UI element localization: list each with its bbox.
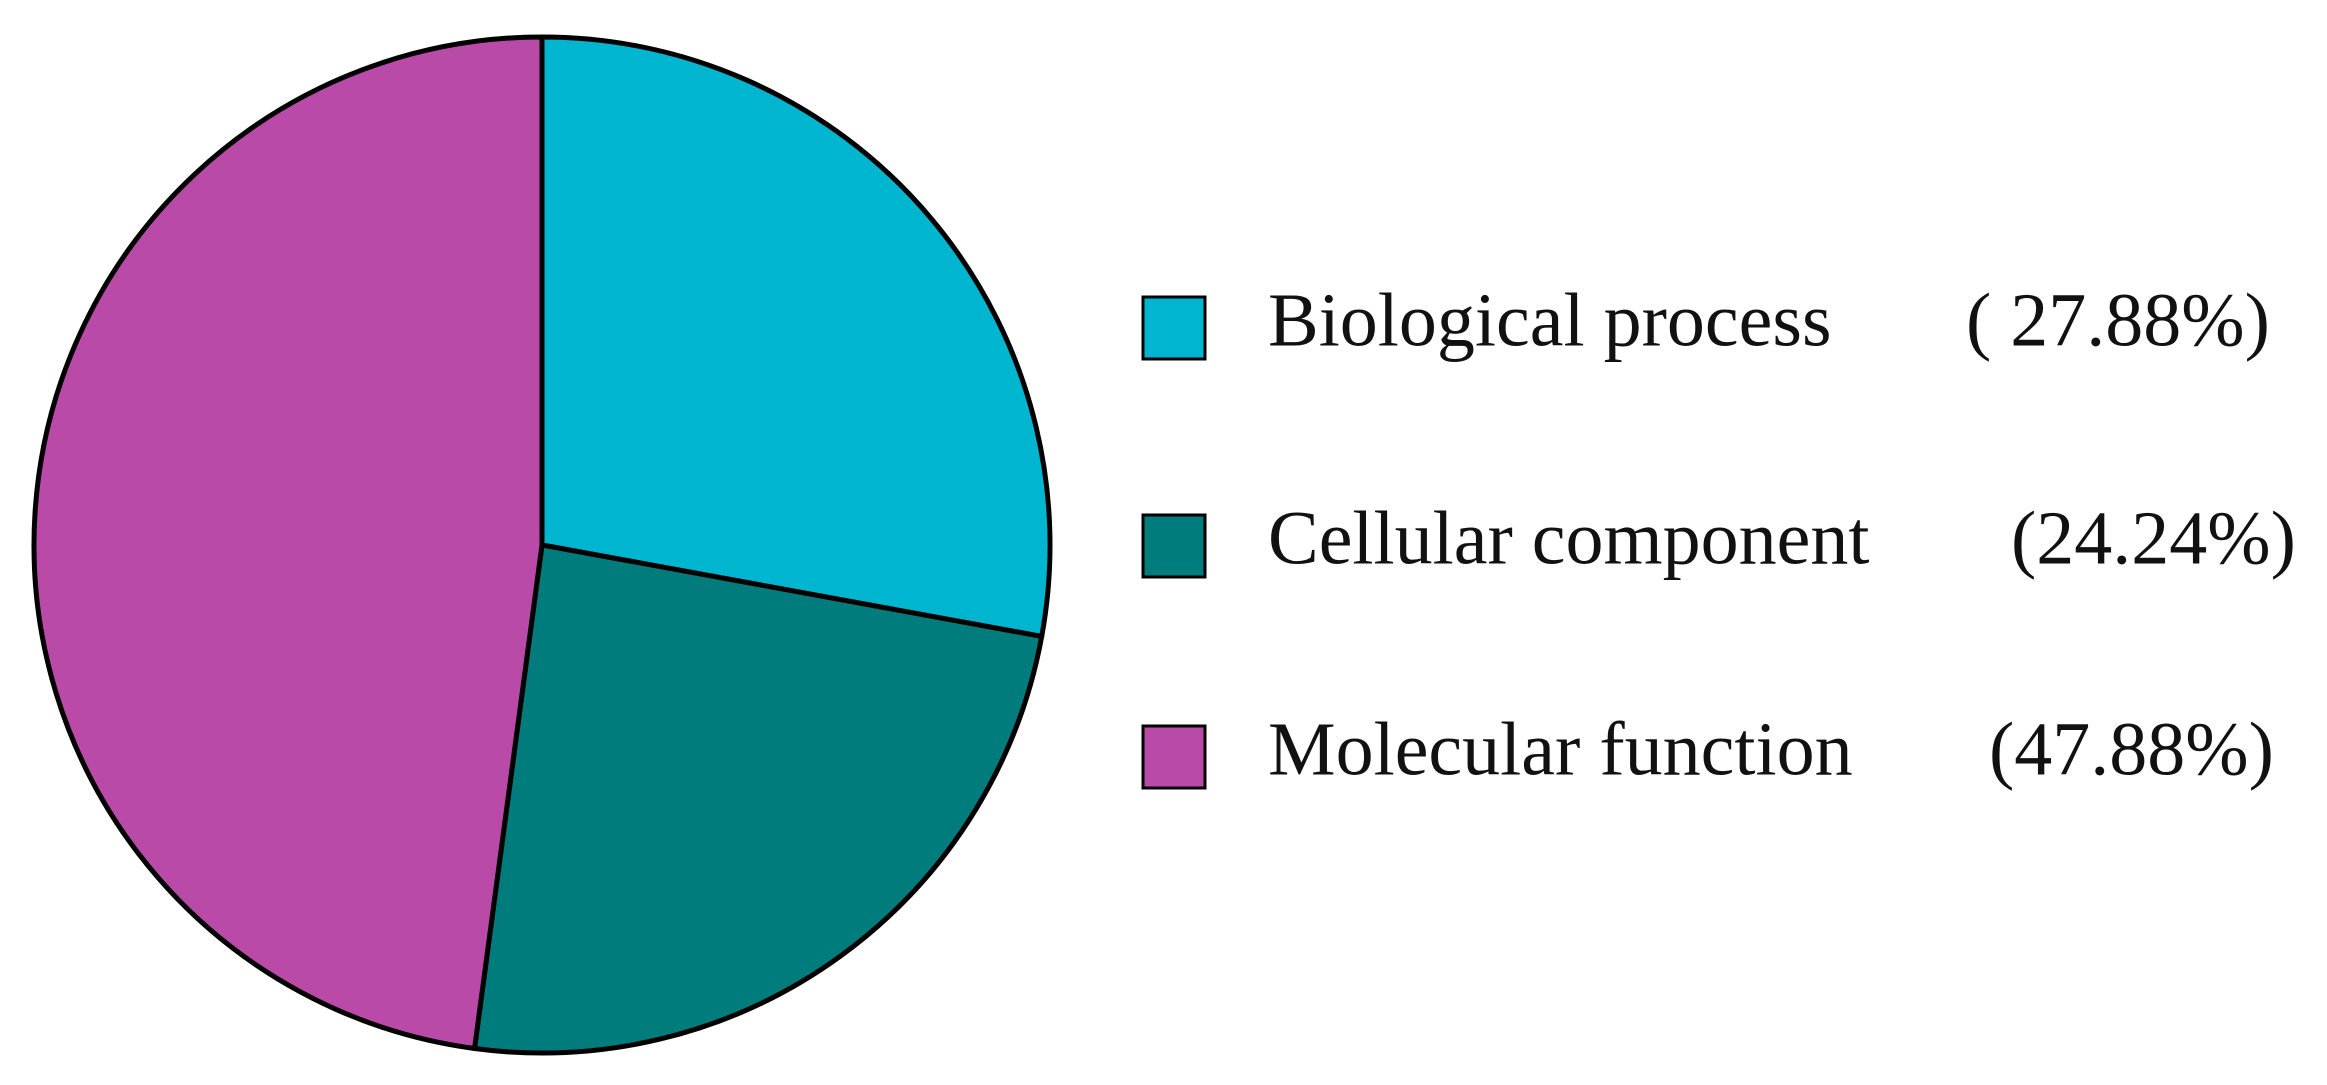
legend-label: Molecular function (1268, 707, 1853, 791)
value-label: ( 27.88%) (1966, 278, 2270, 362)
pie-slice (472, 542, 1045, 1056)
pie-slice (539, 34, 1053, 639)
pie-slice (31, 34, 545, 1051)
legend-swatch (1141, 724, 1207, 790)
value-label: (24.24%) (2011, 496, 2296, 580)
legend-label: Cellular component (1268, 496, 1870, 580)
legend-swatch (1141, 295, 1207, 361)
value-label: (47.88%) (1989, 707, 2274, 791)
legend-label: Biological process (1268, 278, 1832, 362)
legend-swatch (1141, 513, 1207, 579)
